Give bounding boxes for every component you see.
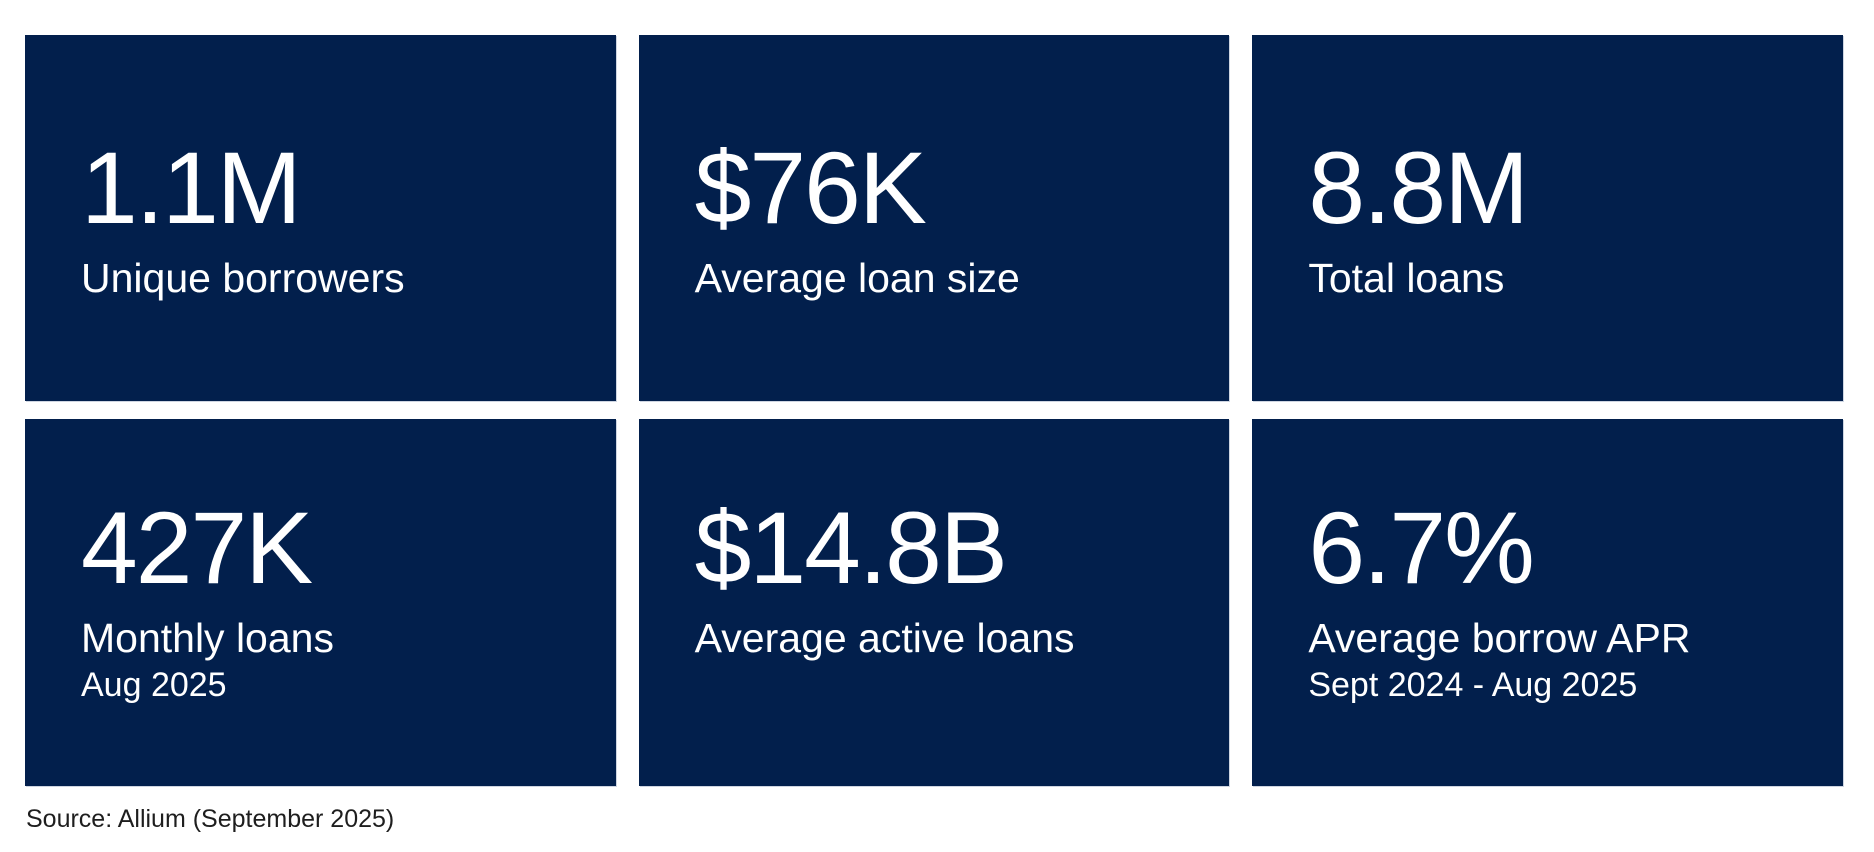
- stat-label: Average active loans: [694, 615, 1075, 662]
- stat-label: Average borrow APR: [1308, 615, 1691, 662]
- stat-card-average-active-loans: $14.8B Average active loans: [638, 419, 1230, 786]
- kpi-card-grid: 1.1M Unique borrowers $76K Average loan …: [25, 35, 1843, 786]
- stat-value: 6.7%: [1308, 491, 1534, 605]
- stat-value: $14.8B: [694, 491, 1008, 605]
- stat-card-average-loan-size: $76K Average loan size: [638, 35, 1230, 401]
- stat-period: Sept 2024 - Aug 2025: [1308, 666, 1638, 705]
- stat-card-monthly-loans: 427K Monthly loans Aug 2025: [25, 419, 616, 786]
- stat-label: Total loans: [1308, 255, 1505, 302]
- stat-period: Aug 2025: [81, 666, 227, 705]
- stat-value: 8.8M: [1308, 131, 1529, 245]
- source-note: Source: Allium (September 2025): [26, 805, 395, 833]
- stat-value: 427K: [81, 491, 313, 605]
- stat-value: $76K: [694, 131, 927, 245]
- stat-label: Monthly loans: [81, 615, 334, 662]
- stat-card-total-loans: 8.8M Total loans: [1252, 35, 1843, 401]
- stat-value: 1.1M: [81, 131, 302, 245]
- stat-label: Average loan size: [694, 255, 1020, 302]
- stat-card-average-borrow-apr: 6.7% Average borrow APR Sept 2024 - Aug …: [1252, 419, 1843, 786]
- stat-card-unique-borrowers: 1.1M Unique borrowers: [25, 35, 616, 401]
- stat-label: Unique borrowers: [81, 255, 405, 302]
